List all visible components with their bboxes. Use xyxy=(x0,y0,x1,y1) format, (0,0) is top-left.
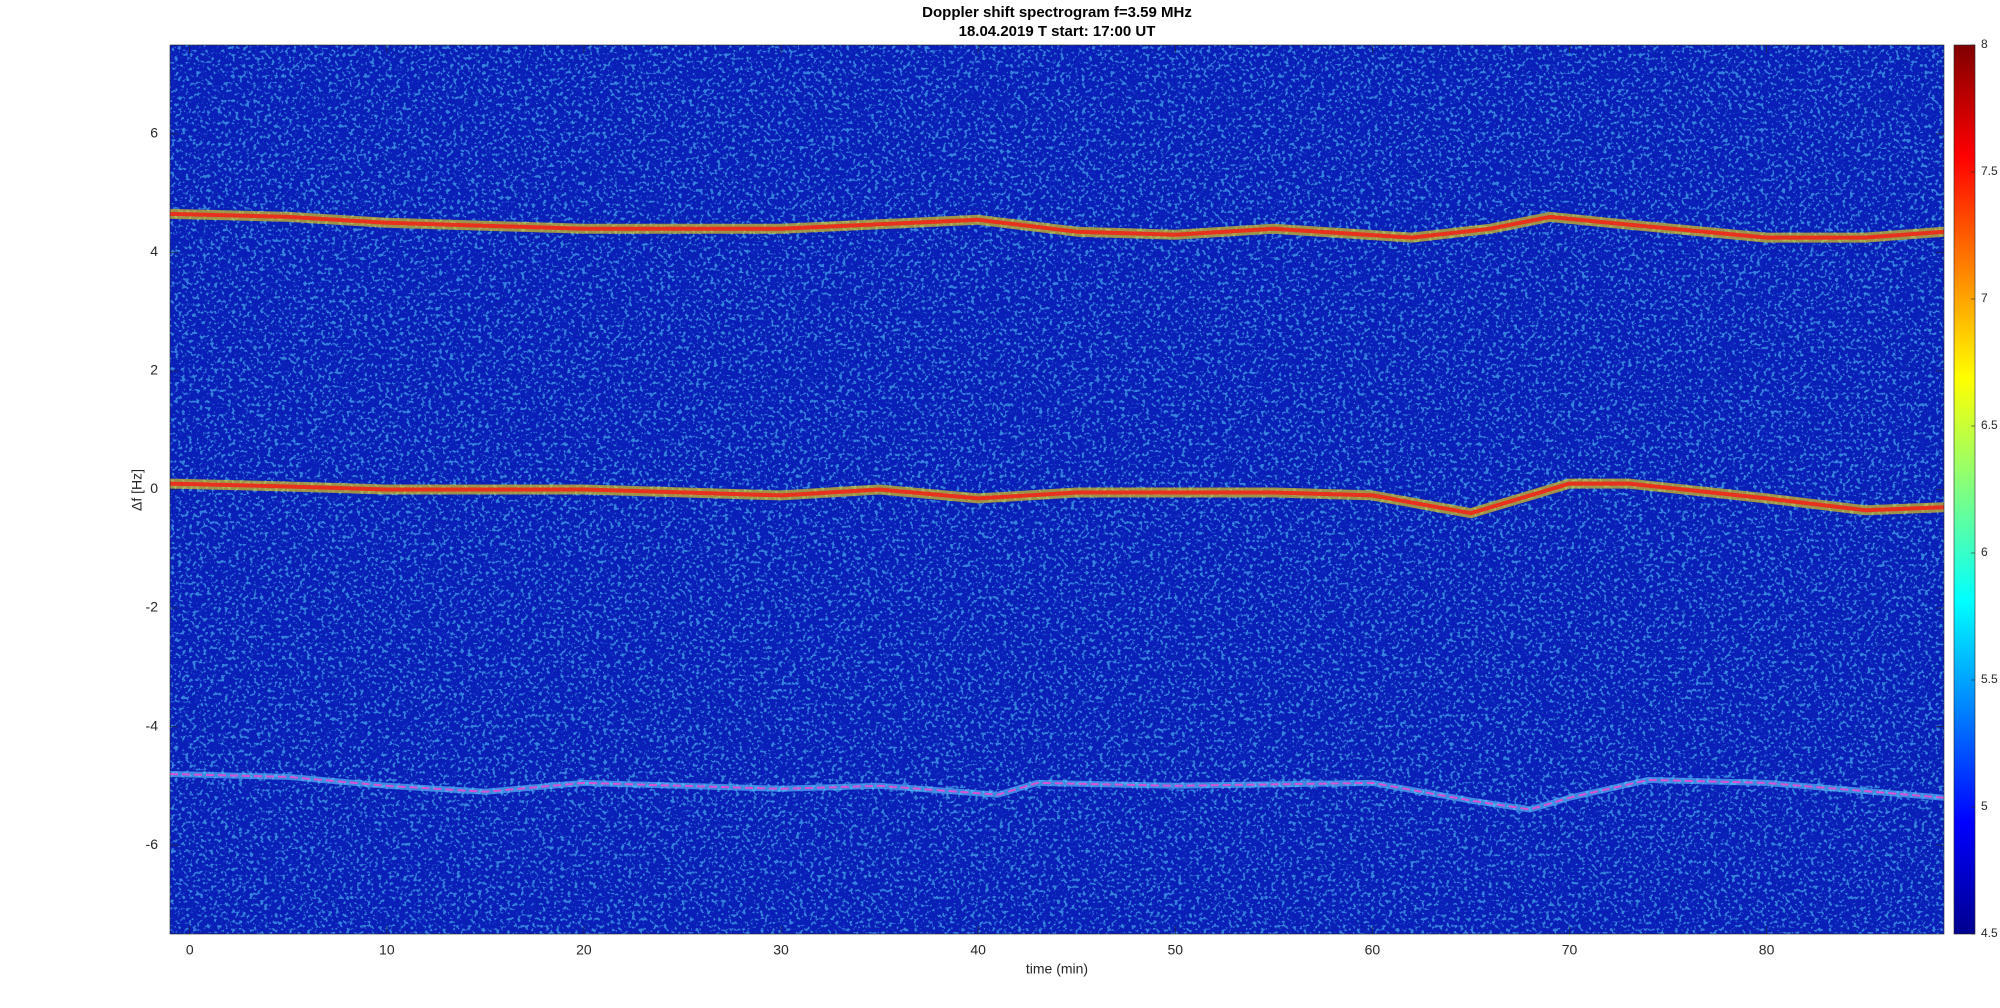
colorbar-tick-label: 5 xyxy=(1981,799,1988,813)
chart-title: Doppler shift spectrogram f=3.59 MHz xyxy=(922,4,1192,21)
trace-line xyxy=(170,211,1944,240)
chart-subtitle: 18.04.2019 T start: 17:00 UT xyxy=(959,23,1156,40)
x-tick-label: 40 xyxy=(970,942,986,958)
x-tick-label: 50 xyxy=(1167,942,1183,958)
x-tick-label: 70 xyxy=(1562,942,1578,958)
trace-line xyxy=(170,773,1944,811)
x-tick-label: 10 xyxy=(379,942,395,958)
colorbar-tick-label: 7.5 xyxy=(1981,164,1998,178)
colorbar xyxy=(1953,44,1976,935)
x-tick-label: 30 xyxy=(773,942,789,958)
traces xyxy=(170,208,1944,813)
x-tick-label: 60 xyxy=(1365,942,1381,958)
x-tick-label: 0 xyxy=(186,942,194,958)
colorbar-tick-label: 6.5 xyxy=(1981,418,1998,432)
colorbar-tick-label: 6 xyxy=(1981,545,1988,559)
x-axis-label: time (min) xyxy=(1026,961,1088,977)
y-tick-label: 0 xyxy=(150,480,158,496)
colorbar-tick-label: 7 xyxy=(1981,291,1988,305)
x-tick-label: 80 xyxy=(1759,942,1775,958)
colorbar-tick-label: 4.5 xyxy=(1981,926,1998,940)
trace-line xyxy=(170,481,1944,516)
colorbar-tick-label: 5.5 xyxy=(1981,672,1998,686)
y-tick-label: -4 xyxy=(146,717,159,733)
y-tick-label: 6 xyxy=(150,125,158,141)
y-axis-label: Δf [Hz] xyxy=(129,469,145,511)
y-tick-label: 4 xyxy=(150,243,158,259)
colorbar-tick-label: 8 xyxy=(1981,37,1988,51)
y-tick-label: -2 xyxy=(146,599,159,615)
x-tick-label: 20 xyxy=(576,942,592,958)
y-tick-label: -6 xyxy=(146,836,159,852)
y-tick-label: 2 xyxy=(150,362,158,378)
